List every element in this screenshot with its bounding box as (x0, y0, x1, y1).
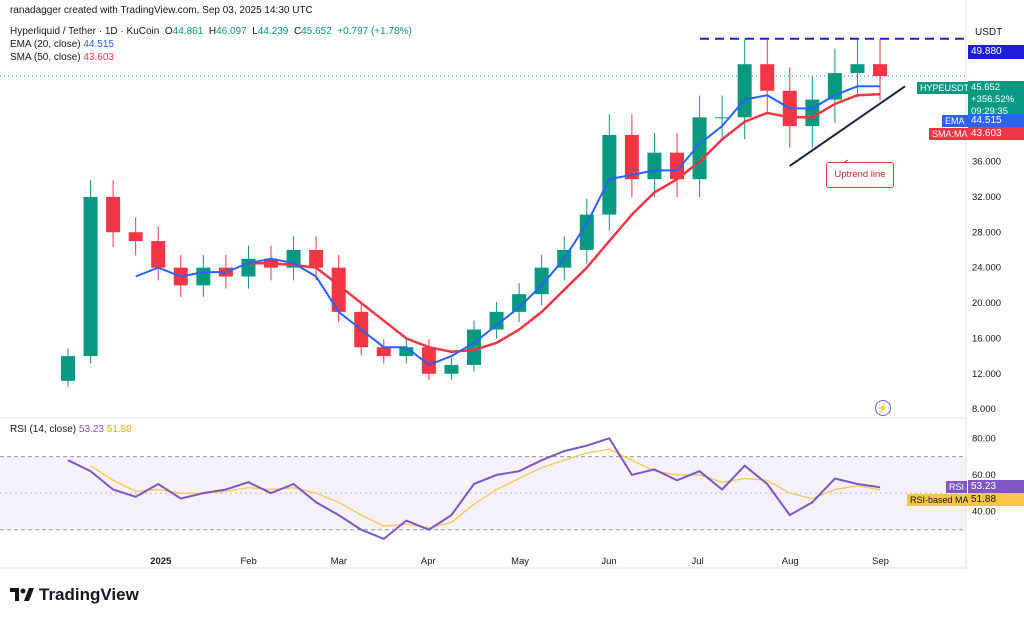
time-tick-label: Jun (601, 556, 616, 567)
ohlc-open: 44.861 (172, 26, 204, 37)
rsi-ma-value-tag: 51.88 (968, 493, 1024, 506)
time-tick-label: Sep (872, 556, 889, 567)
time-tick-label: Aug (782, 556, 799, 567)
lightning-icon[interactable]: ⚡ (875, 400, 891, 416)
candle-body (467, 329, 481, 365)
price-tick-label: 20.000 (972, 298, 1001, 309)
rsi-tick-label: 80.00 (972, 433, 996, 444)
last-price: 45.652 (971, 82, 1001, 93)
symbol-title[interactable]: Hyperliquid / Tether · 1D · KuCoin (10, 26, 160, 37)
sma-legend-value: 43.603 (83, 52, 114, 63)
time-tick-label: Apr (421, 556, 436, 567)
ema-price-tag: 44.515 (968, 114, 1024, 127)
time-tick-label: May (511, 556, 529, 567)
ema-name-tag: EMA (942, 115, 968, 127)
currency-label: USDT (975, 27, 1003, 38)
price-tick-label: 12.000 (972, 369, 1001, 380)
price-tick-label: 16.000 (972, 333, 1001, 344)
countdown: 09:29:35 (971, 106, 1008, 117)
time-tick-label: Jul (692, 556, 704, 567)
ema20-line (135, 85, 881, 367)
ohlc-close-label: C (293, 26, 302, 37)
tradingview-logo-icon (10, 588, 34, 601)
candle-body (579, 214, 594, 250)
resistance-price-tag: 49.880 (968, 45, 1024, 59)
candle-body (737, 64, 752, 118)
credit-line: ranadagger created with TradingView.com,… (10, 5, 313, 16)
last-price-box: 45.652 +356.52% 09:29:35 (968, 81, 1024, 119)
tradingview-logo: TradingView (10, 585, 139, 605)
candle-body (489, 311, 504, 330)
rsi-ma-name-tag: RSI-based MA (907, 494, 972, 506)
rsi-line (67, 437, 881, 541)
ema-legend-value: 44.515 (83, 39, 114, 50)
time-tick-label: Feb (240, 556, 256, 567)
candle-body (444, 364, 459, 374)
candle-body (376, 347, 391, 357)
time-tick-label: 2025 (150, 556, 172, 567)
rsi-legend[interactable]: RSI (14, close) 53.23 51.88 (10, 424, 132, 435)
price-tick-label: 8.000 (972, 404, 996, 415)
ohlc-low-label: L (252, 26, 258, 37)
candle-body (83, 196, 98, 357)
rsi-legend-value: 53.23 (78, 424, 104, 435)
time-tick-label: Mar (331, 556, 347, 567)
last-change: +356.52% (971, 94, 1015, 105)
ohlc-change: +0.797 (+1.78%) (337, 26, 412, 37)
price-tick-label: 28.000 (972, 227, 1001, 238)
sma50-line (248, 93, 881, 353)
candle-body (331, 267, 346, 312)
rsi-legend-label: RSI (14, close) (10, 424, 77, 435)
sma-legend[interactable]: SMA (50, close) 43.603 (10, 52, 114, 63)
uptrend-line (789, 85, 906, 167)
candle-body (196, 267, 211, 286)
ohlc-open-label: O (164, 26, 173, 37)
last-price-name-tag: HYPEUSDT (917, 82, 973, 94)
rsi-tick-label: 60.00 (972, 470, 996, 481)
candle-body (670, 152, 684, 180)
ohlc-high: 46.097 (216, 26, 247, 37)
tradingview-brand: TradingView (39, 585, 139, 604)
candle-body (151, 241, 166, 268)
candle-body (512, 294, 527, 312)
candle-body (309, 249, 324, 268)
candle-body (873, 64, 887, 77)
price-tick-label: 36.000 (972, 157, 1001, 168)
candle-body (647, 152, 662, 180)
rsi-tick-label: 40.00 (972, 506, 996, 517)
symbol-legend: Hyperliquid / Tether · 1D · KuCoin O44.8… (10, 26, 412, 37)
candle-body (106, 196, 121, 233)
sma-legend-label: SMA (50, close) (10, 52, 81, 63)
sma-name-tag: SMA:MA (929, 128, 971, 140)
candle-body (760, 64, 775, 91)
rsi-ma-legend-value: 51.88 (106, 424, 132, 435)
rsi-name-tag: RSI (946, 481, 968, 493)
ohlc-low: 44.239 (257, 26, 289, 37)
candle-body (715, 117, 730, 119)
candle-body (61, 356, 75, 381)
ohlc-close: 45.652 (301, 26, 332, 37)
price-tick-label: 24.000 (972, 263, 1001, 274)
candle-body (399, 347, 414, 357)
ema-legend[interactable]: EMA (20, close) 44.515 (10, 39, 114, 50)
candle-body (128, 232, 143, 242)
candle-body (602, 134, 617, 215)
rsi-value-tag: 53.23 (968, 480, 1024, 493)
sma-price-tag: 43.603 (968, 127, 1024, 140)
candle-body (850, 64, 865, 74)
ema-legend-label: EMA (20, close) (10, 39, 81, 50)
uptrend-annotation: Uptrend line (826, 162, 894, 188)
price-tick-label: 32.000 (972, 192, 1001, 203)
ohlc-high-label: H (208, 26, 217, 37)
candle-body (421, 347, 436, 374)
candle-body (624, 134, 639, 180)
candle-body (805, 99, 820, 127)
rsi-ma-line (90, 448, 881, 529)
